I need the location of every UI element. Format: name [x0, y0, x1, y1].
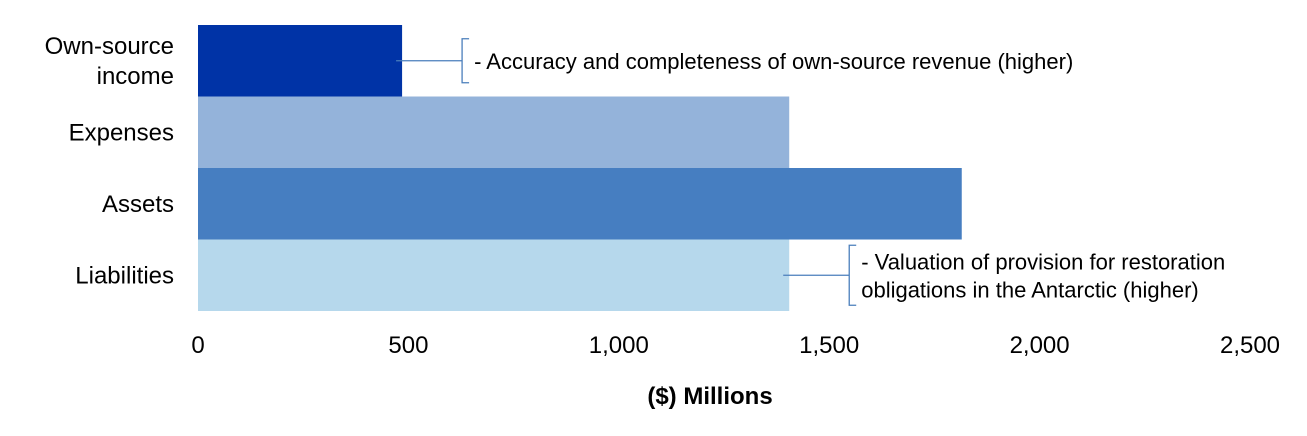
category-label-line: Own-source [45, 33, 174, 60]
x-tick-label: 1,500 [799, 332, 859, 359]
bar-expenses [198, 96, 790, 168]
annotation-bracket [461, 38, 470, 84]
bars-layer [198, 25, 962, 311]
category-label-own-source-income: Own-source income [45, 33, 174, 90]
annotation-1: - Accuracy and completeness of own-sourc… [396, 38, 1073, 84]
annotation-text: - Accuracy and completeness of own-sourc… [474, 49, 1073, 74]
annotation-text: - Valuation of provision for restoration… [861, 249, 1225, 302]
category-label-line: Liabilities [75, 262, 174, 289]
bar-own-source-income [198, 25, 403, 97]
x-tick-label: 2,000 [1010, 332, 1070, 359]
annotation-2: - Valuation of provision for restoration… [783, 244, 1225, 306]
x-axis-title: ($) Millions [647, 383, 772, 410]
x-tick-label: 500 [388, 332, 428, 359]
category-label-line: Assets [102, 191, 174, 218]
bar-assets [198, 168, 962, 240]
category-label-liabilities: Liabilities [75, 262, 174, 289]
annotations: - Accuracy and completeness of own-sourc… [396, 38, 1225, 306]
category-label-assets: Assets [102, 191, 174, 218]
category-label-expenses: Expenses [69, 119, 174, 146]
x-tick-labels: 0 500 1,000 1,500 2,000 2,500 [191, 332, 1280, 359]
annotation-text-line: obligations in the Antarctic (higher) [861, 277, 1199, 302]
x-tick-label: 2,500 [1220, 332, 1280, 359]
bar-liabilities [198, 239, 790, 311]
x-tick-label: 1,000 [589, 332, 649, 359]
x-tick-label: 0 [191, 332, 204, 359]
category-labels: Own-source income Expenses Assets Liabilitie… [45, 33, 174, 290]
annotation-text-line: - Accuracy and completeness of own-sourc… [474, 49, 1073, 74]
annotation-bracket [848, 244, 857, 306]
annotation-text-line: - Valuation of provision for restoration [861, 249, 1225, 274]
category-label-line: Expenses [69, 119, 174, 146]
category-label-line: income [97, 63, 174, 90]
